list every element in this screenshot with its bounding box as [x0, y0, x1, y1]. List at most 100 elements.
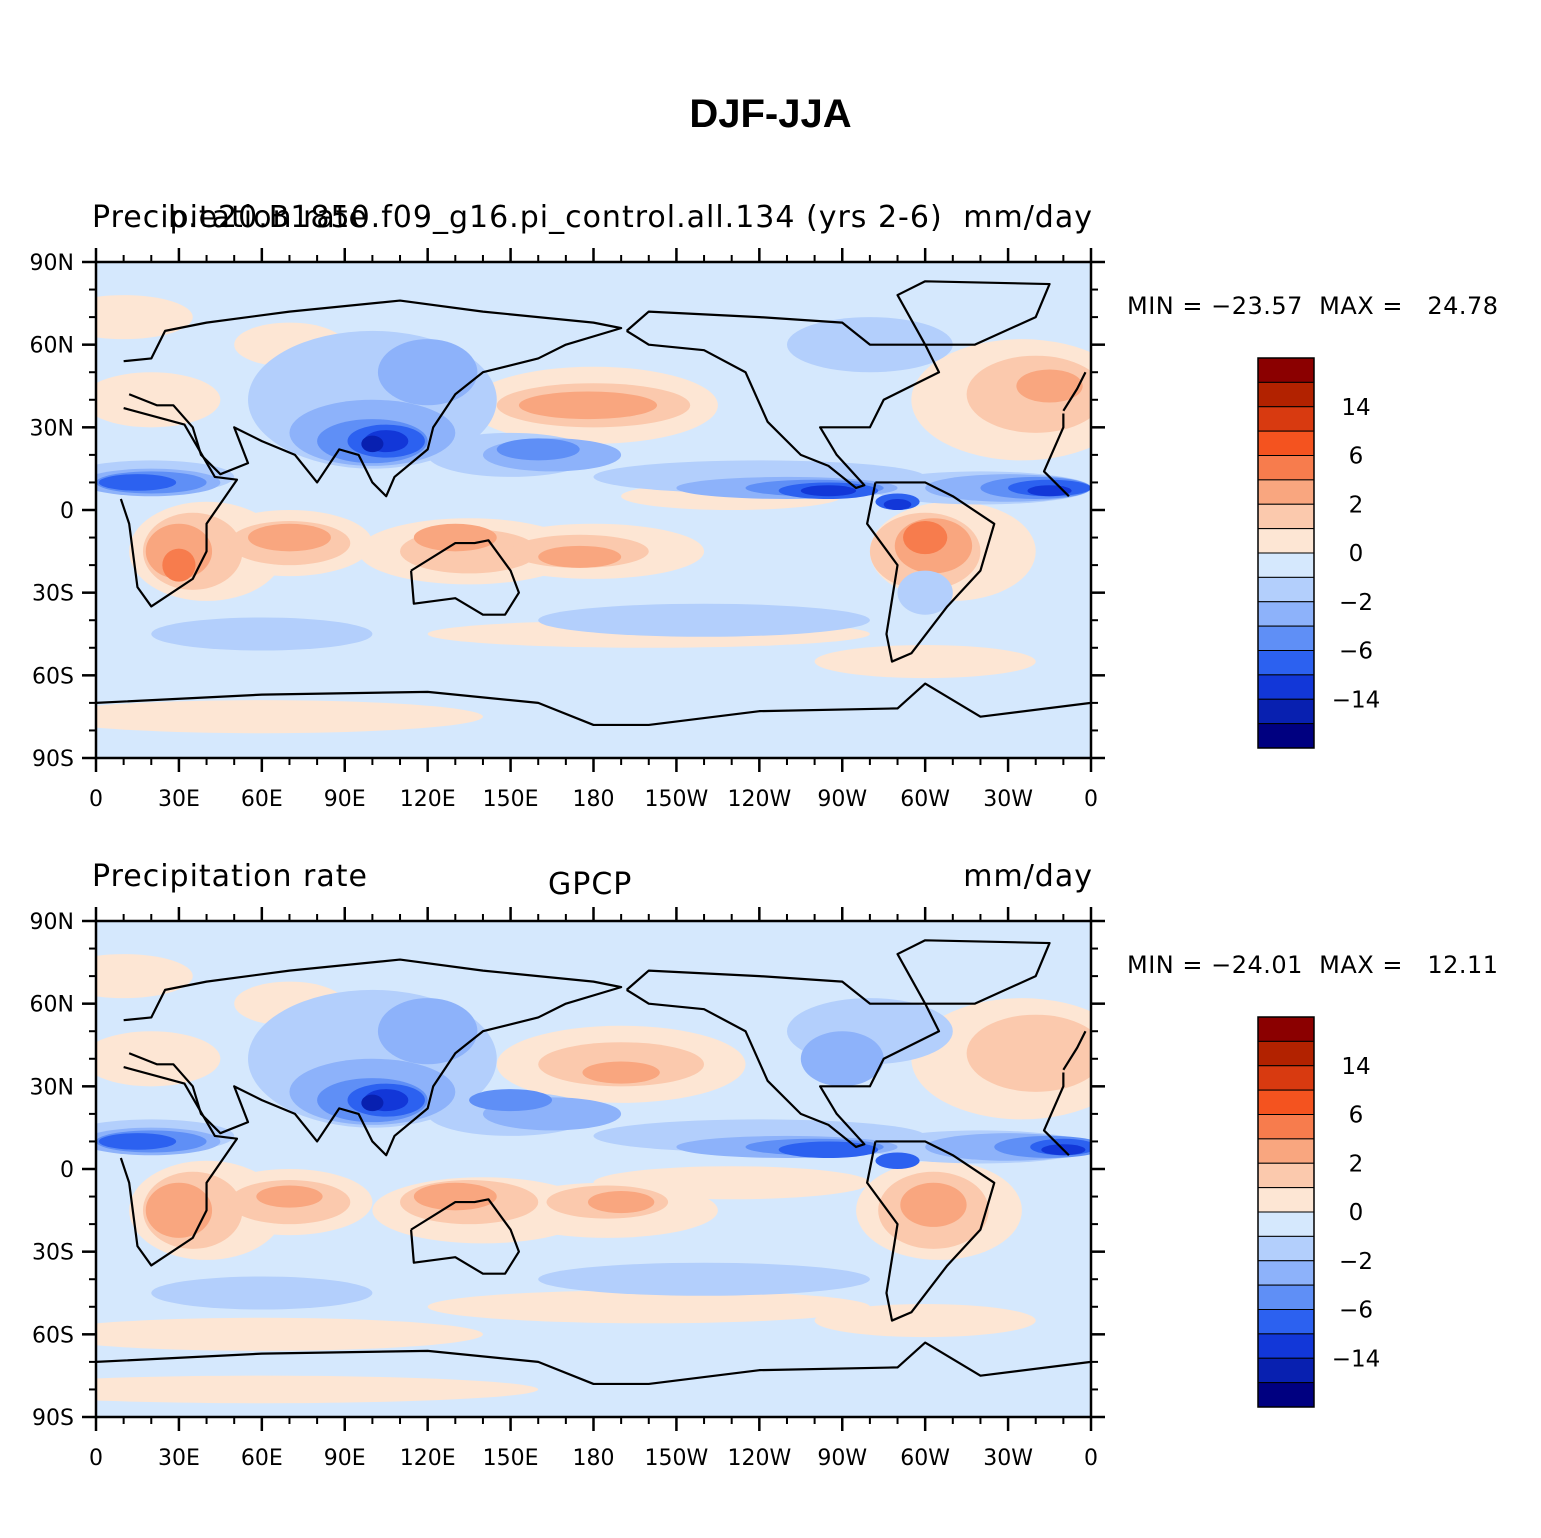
colorbar-label: −6 [1339, 1298, 1373, 1324]
contour-region [883, 498, 912, 510]
colorbar-swatch [1257, 479, 1315, 505]
colorbar-swatch [1257, 1065, 1315, 1091]
coastline [866, 481, 996, 663]
lon-tick-label: 0 [1084, 1446, 1098, 1471]
contour-region [538, 545, 622, 568]
contour-region [966, 1014, 1091, 1092]
lat-tick-label: 30S [32, 1241, 74, 1266]
colorbar-swatch [1257, 723, 1315, 749]
lon-tick-label: 30E [158, 787, 200, 812]
contour-region [256, 1185, 323, 1208]
colorbar-swatch [1257, 1235, 1315, 1262]
contour-region [377, 998, 478, 1065]
colorbar-swatch [1257, 1357, 1315, 1384]
contour-region [538, 603, 870, 637]
colorbar-label: 6 [1349, 1103, 1364, 1129]
coastline [1062, 1030, 1087, 1071]
colorbar-label: 2 [1349, 492, 1364, 518]
lat-tick-label: 30N [30, 416, 74, 441]
contour-region [903, 521, 948, 555]
colorbar-label: −14 [1332, 1346, 1381, 1372]
colorbar-label: 0 [1349, 541, 1364, 567]
contour-region [875, 1152, 920, 1169]
colorbar-label: −14 [1332, 687, 1381, 713]
contour-region [96, 1031, 221, 1087]
lon-tick-label: 0 [1084, 787, 1098, 812]
lon-tick-label: 90W [817, 787, 867, 812]
colorbar-label: −2 [1339, 1249, 1373, 1275]
contour-region [496, 438, 580, 461]
contour-region [593, 1166, 870, 1200]
colorbar-label: 0 [1349, 1200, 1364, 1226]
colorbar-swatch [1257, 1089, 1315, 1115]
coastline [625, 969, 941, 1149]
colorbar-swatch [1257, 650, 1315, 676]
lon-tick-label: 180 [573, 1446, 615, 1471]
contour-region [814, 1304, 1036, 1338]
map-plot: 90N 60N 30N 0 30S 60S 90S 0 30E 60E 90E 120E 150E 180… [30, 248, 1381, 812]
colorbar-swatch [1257, 1333, 1315, 1359]
colorbar-swatch [1257, 1309, 1315, 1335]
lon-tick-label: 180 [573, 787, 615, 812]
colorbar-label: −6 [1339, 639, 1373, 665]
contour-region [248, 523, 331, 552]
lon-tick-label: 0 [89, 1446, 103, 1471]
coastline [96, 1341, 1091, 1386]
contour-region [361, 1094, 384, 1112]
center-label: b.e20.B1850.f09_g16.pi_control.all.134 (… [168, 200, 943, 235]
colorbar-frame [1257, 1016, 1315, 1408]
lon-tick-label: 90E [324, 1446, 366, 1471]
colorbar-swatch [1257, 576, 1315, 603]
colorbar-swatch [1257, 357, 1315, 383]
colorbar-swatch [1257, 698, 1315, 725]
colorbar-swatch [1257, 1284, 1315, 1310]
lon-tick-label: 30W [983, 787, 1033, 812]
colorbar-swatch [1257, 674, 1315, 700]
lat-tick-label: 90S [32, 1406, 74, 1431]
contour-region [145, 1182, 213, 1238]
colorbar-swatch [1257, 503, 1315, 530]
lat-tick-label: 0 [60, 1158, 74, 1183]
colorbar-swatch [1257, 601, 1315, 627]
lon-tick-label: 0 [89, 787, 103, 812]
panel-model: Precipitation rate b.e20.B1850.f09_g16.p… [0, 196, 1541, 856]
colorbar-swatch [1257, 1040, 1315, 1067]
colorbar-swatch [1257, 1260, 1315, 1286]
colorbar-swatch [1257, 1138, 1315, 1164]
contour-region [361, 435, 384, 453]
contour-region [427, 1290, 870, 1324]
figure-title: DJF-JJA [689, 92, 852, 136]
colorbar-swatch [1257, 625, 1315, 651]
contour-region [582, 1061, 660, 1084]
contour-region [96, 295, 193, 340]
panel-gpcp: Precipitation rate GPCP mm/day MIN = −24… [0, 855, 1541, 1515]
min-max-label: MIN = −23.57 MAX = 24.78 [1127, 292, 1499, 320]
lon-tick-label: 120W [727, 1446, 791, 1471]
contour-region [377, 339, 478, 406]
contour-region [96, 372, 221, 428]
contour-region [587, 1191, 655, 1214]
coastline [1042, 413, 1070, 498]
colorbar-swatch [1257, 1211, 1315, 1237]
contour-region [900, 1182, 967, 1227]
colorbar: 14 6 2 0 −2 −6 −14 [1257, 1016, 1381, 1408]
contour-region [800, 485, 857, 497]
lat-tick-label: 60N [30, 993, 74, 1018]
contour-region [98, 1133, 177, 1150]
lon-tick-label: 150E [483, 787, 539, 812]
coastline [1042, 1072, 1070, 1157]
contour-region [96, 954, 193, 999]
colorbar-swatch [1257, 552, 1315, 578]
lon-tick-label: 60W [900, 1446, 950, 1471]
colorbar-swatch [1257, 1162, 1315, 1189]
colorbar-swatch [1257, 1382, 1315, 1408]
contour-region [1027, 485, 1072, 497]
coastline [409, 539, 520, 616]
left-label: Precipitation rate [92, 200, 368, 235]
colorbar-swatch [1257, 381, 1315, 408]
lon-tick-label: 150W [645, 1446, 709, 1471]
contour-region [98, 474, 177, 491]
lat-tick-label: 30N [30, 1075, 74, 1100]
lon-tick-label: 90W [817, 1446, 867, 1471]
colorbar-swatch [1257, 1114, 1315, 1140]
